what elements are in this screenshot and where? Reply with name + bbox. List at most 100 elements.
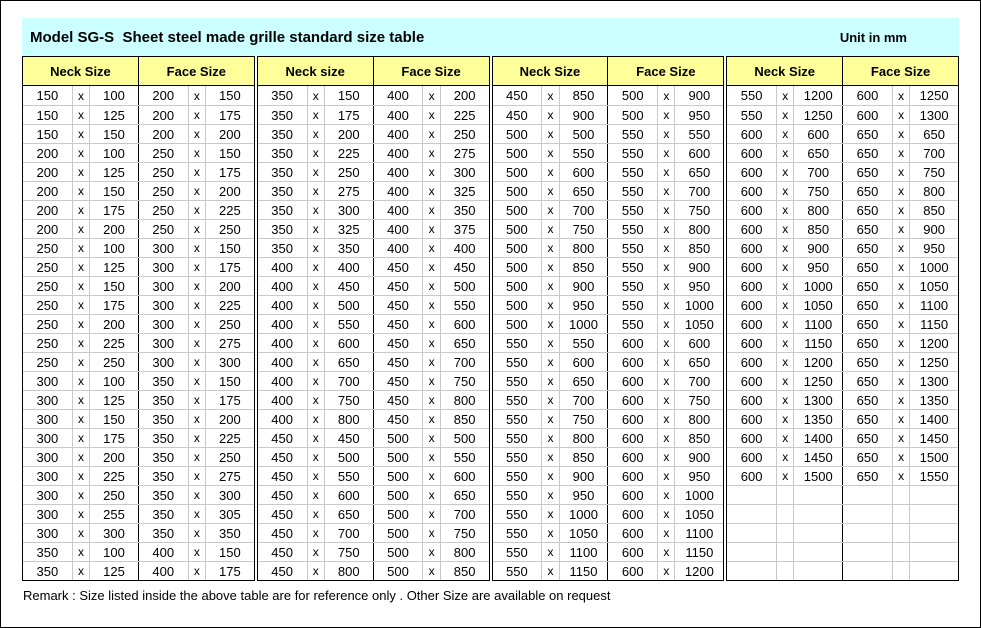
x-separator: x [891, 163, 909, 181]
table-row: 600 x 1100 650 x 1150 [727, 314, 958, 333]
x-separator: x [541, 296, 558, 314]
x-separator: x [187, 562, 205, 580]
neck-width-cell: 500 [506, 202, 528, 218]
table-row: 400 x 800 450 x 850 [257, 409, 489, 428]
table-row: 450 x 500 500 x 550 [257, 447, 489, 466]
face-height-cell: 550 [439, 448, 489, 466]
face-width-cell: 250 [137, 182, 188, 200]
face-height-cell [909, 562, 958, 580]
face-width-cell [842, 524, 892, 542]
neck-width-cell: 550 [506, 392, 528, 408]
neck-width-cell: 400 [271, 373, 293, 389]
neck-width-cell: 600 [740, 126, 763, 142]
neck-height-cell: 850 [793, 220, 842, 238]
neck-height-cell: 850 [558, 258, 608, 276]
neck-width-cell: 400 [271, 392, 293, 408]
x-separator: x [71, 86, 89, 105]
face-height-cell: 225 [439, 106, 489, 124]
face-width-cell: 600 [607, 429, 657, 447]
face-height-cell: 700 [674, 182, 723, 200]
x-separator: x [422, 448, 439, 466]
face-width-cell: 550 [607, 258, 657, 276]
face-height-cell: 950 [674, 106, 723, 124]
face-height-cell: 200 [439, 86, 489, 105]
neck-height-cell: 900 [558, 467, 608, 485]
face-width-cell: 550 [607, 296, 657, 314]
table-row: 550 x 1000 600 x 1050 [492, 504, 724, 523]
face-height-cell: 700 [439, 505, 489, 523]
table-row: 550 x 1050 600 x 1100 [492, 523, 724, 542]
face-width-cell: 450 [372, 258, 423, 276]
neck-width-cell: 600 [740, 411, 763, 427]
neck-size-header: Neck Size [519, 63, 581, 79]
remark-text: Remark : Size listed inside the above ta… [23, 588, 611, 603]
x-separator: x [891, 296, 909, 314]
x-separator: x [422, 562, 439, 580]
neck-height-cell: 700 [558, 201, 608, 219]
face-width-cell: 450 [372, 410, 423, 428]
face-width-cell: 650 [842, 296, 892, 314]
table-row: 400 x 600 450 x 650 [257, 333, 489, 352]
x-separator: x [657, 334, 674, 352]
x-separator: x [306, 182, 324, 200]
face-height-cell: 850 [439, 410, 489, 428]
neck-size-header: Neck size [285, 63, 345, 79]
table-row: 450 x 650 500 x 700 [257, 504, 489, 523]
x-separator: x [541, 106, 558, 124]
face-width-cell: 250 [137, 201, 188, 219]
neck-width-cell: 350 [271, 145, 293, 161]
table-row: 550 x 600 600 x 650 [492, 352, 724, 371]
face-height-cell: 650 [674, 163, 723, 181]
face-height-cell: 950 [674, 467, 723, 485]
face-width-cell [842, 505, 892, 523]
table-row: 550 x 1250 600 x 1300 [727, 105, 958, 124]
table-row: 200 x 125 250 x 175 [23, 162, 254, 181]
face-width-cell: 350 [137, 467, 188, 485]
x-separator: x [187, 505, 205, 523]
face-height-cell [909, 505, 958, 523]
neck-width-cell: 350 [271, 88, 293, 103]
face-height-cell: 1200 [909, 334, 958, 352]
x-separator: x [891, 86, 909, 105]
neck-width-cell: 550 [506, 373, 528, 389]
neck-height-cell: 900 [558, 106, 608, 124]
neck-height-cell: 800 [793, 201, 842, 219]
neck-height-cell: 550 [323, 467, 373, 485]
face-width-cell: 300 [137, 353, 188, 371]
neck-size-header: Neck Size [50, 63, 111, 79]
neck-height-cell: 1200 [793, 353, 842, 371]
face-width-cell: 550 [607, 277, 657, 295]
x-separator: x [776, 182, 793, 200]
x-separator: x [422, 372, 439, 390]
face-width-cell: 500 [372, 524, 423, 542]
neck-width-cell: 550 [506, 487, 528, 503]
neck-width-cell: 500 [506, 240, 528, 256]
table-row: 350 x 250 400 x 300 [257, 162, 489, 181]
x-separator: x [306, 410, 324, 428]
x-separator: x [71, 391, 89, 409]
x-separator: x [187, 524, 205, 542]
table-row: 300 x 150 350 x 200 [23, 409, 254, 428]
neck-width-cell: 550 [506, 335, 528, 351]
face-width-cell: 350 [137, 391, 188, 409]
x-separator: x [422, 258, 439, 276]
x-separator: x [187, 410, 205, 428]
face-width-cell: 600 [842, 86, 892, 105]
neck-width-cell: 250 [36, 278, 59, 294]
table-row: 600 x 800 650 x 850 [727, 200, 958, 219]
face-width-cell: 600 [842, 106, 892, 124]
face-height-cell: 850 [909, 201, 958, 219]
x-separator: x [541, 448, 558, 466]
face-width-cell: 350 [137, 410, 188, 428]
neck-height-cell: 600 [323, 334, 373, 352]
table-row: 250 x 100 300 x 150 [23, 238, 254, 257]
table-row: 150 x 125 200 x 175 [23, 105, 254, 124]
table-row: 350 x 100 400 x 150 [23, 542, 254, 561]
table-row: 550 x 950 600 x 1000 [492, 485, 724, 504]
neck-height-cell [793, 524, 842, 542]
face-width-cell: 550 [607, 144, 657, 162]
table-row: 400 x 550 450 x 600 [257, 314, 489, 333]
neck-width-cell: 600 [740, 392, 763, 408]
table-row: 200 x 175 250 x 225 [23, 200, 254, 219]
x-separator: x [306, 201, 324, 219]
